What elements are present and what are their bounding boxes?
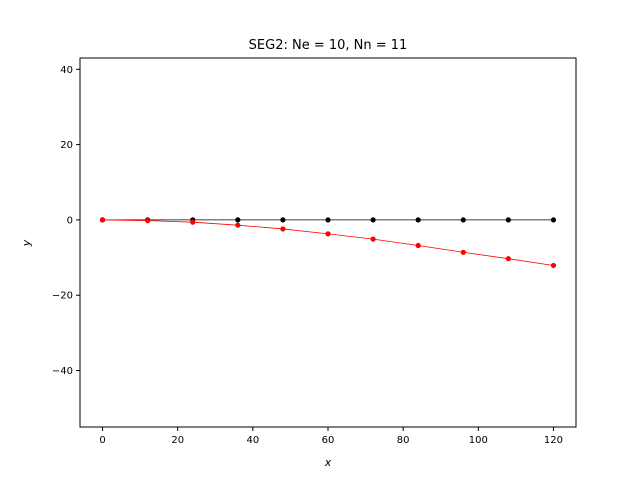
x-tick-label: 80 (397, 435, 410, 446)
series-2-point (550, 262, 557, 269)
y-axis: −40 −20 0 20 40 (52, 65, 80, 377)
series-2-point (370, 236, 376, 242)
series-1-point (460, 217, 466, 223)
x-tick-label: 100 (469, 435, 488, 446)
y-axis-label: y (20, 239, 33, 247)
x-axis-label: x (324, 456, 332, 469)
x-tick-label: 60 (322, 435, 335, 446)
series-2-point (460, 249, 466, 255)
series-1-point (370, 217, 376, 223)
series-2-point (415, 242, 421, 249)
x-tick-label: 0 (99, 435, 105, 446)
series-1-point (505, 217, 511, 223)
series-2-point (145, 218, 151, 224)
y-tick-label: 40 (60, 65, 73, 76)
series-2-point (325, 231, 331, 237)
series-2-point (235, 222, 241, 228)
series-2-point (280, 226, 286, 232)
series-layer (99, 217, 557, 269)
y-tick-label: −20 (52, 291, 73, 302)
x-tick-label: 20 (171, 435, 184, 446)
chart-title: SEG2: Ne = 10, Nn = 11 (249, 38, 408, 53)
plot-area (80, 58, 576, 427)
series-2-point (99, 217, 106, 223)
series-1-point (325, 217, 331, 223)
x-tick-label: 120 (544, 435, 563, 446)
series-1-point (550, 217, 557, 223)
series-1-point (280, 217, 286, 223)
series-1-point (415, 217, 421, 223)
y-tick-label: 0 (67, 215, 73, 226)
y-tick-label: 20 (60, 140, 73, 151)
series-2-point (505, 256, 511, 262)
y-tick-label: −40 (52, 366, 73, 377)
series-2-point (190, 219, 196, 225)
x-axis: 0 20 40 60 80 100 120 (99, 427, 563, 446)
x-tick-label: 40 (246, 435, 259, 446)
series-1-point (235, 217, 241, 223)
